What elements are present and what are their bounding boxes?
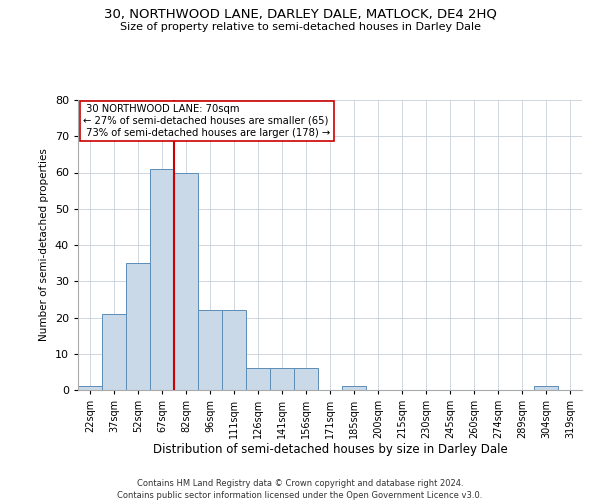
Bar [342, 386, 366, 390]
Bar [294, 368, 318, 390]
Bar [126, 263, 150, 390]
Text: Contains HM Land Registry data © Crown copyright and database right 2024.: Contains HM Land Registry data © Crown c… [137, 479, 463, 488]
Bar [78, 386, 102, 390]
Bar [198, 310, 222, 390]
Text: 30, NORTHWOOD LANE, DARLEY DALE, MATLOCK, DE4 2HQ: 30, NORTHWOOD LANE, DARLEY DALE, MATLOCK… [104, 8, 496, 20]
Bar [174, 172, 198, 390]
Bar [270, 368, 294, 390]
Bar [102, 314, 126, 390]
Bar [534, 386, 558, 390]
Text: Contains public sector information licensed under the Open Government Licence v3: Contains public sector information licen… [118, 491, 482, 500]
Y-axis label: Number of semi-detached properties: Number of semi-detached properties [39, 148, 49, 342]
Text: 30 NORTHWOOD LANE: 70sqm
← 27% of semi-detached houses are smaller (65)
 73% of : 30 NORTHWOOD LANE: 70sqm ← 27% of semi-d… [83, 104, 330, 138]
Text: Distribution of semi-detached houses by size in Darley Dale: Distribution of semi-detached houses by … [152, 442, 508, 456]
Bar [222, 310, 246, 390]
Bar [150, 169, 174, 390]
Text: Size of property relative to semi-detached houses in Darley Dale: Size of property relative to semi-detach… [119, 22, 481, 32]
Bar [246, 368, 270, 390]
